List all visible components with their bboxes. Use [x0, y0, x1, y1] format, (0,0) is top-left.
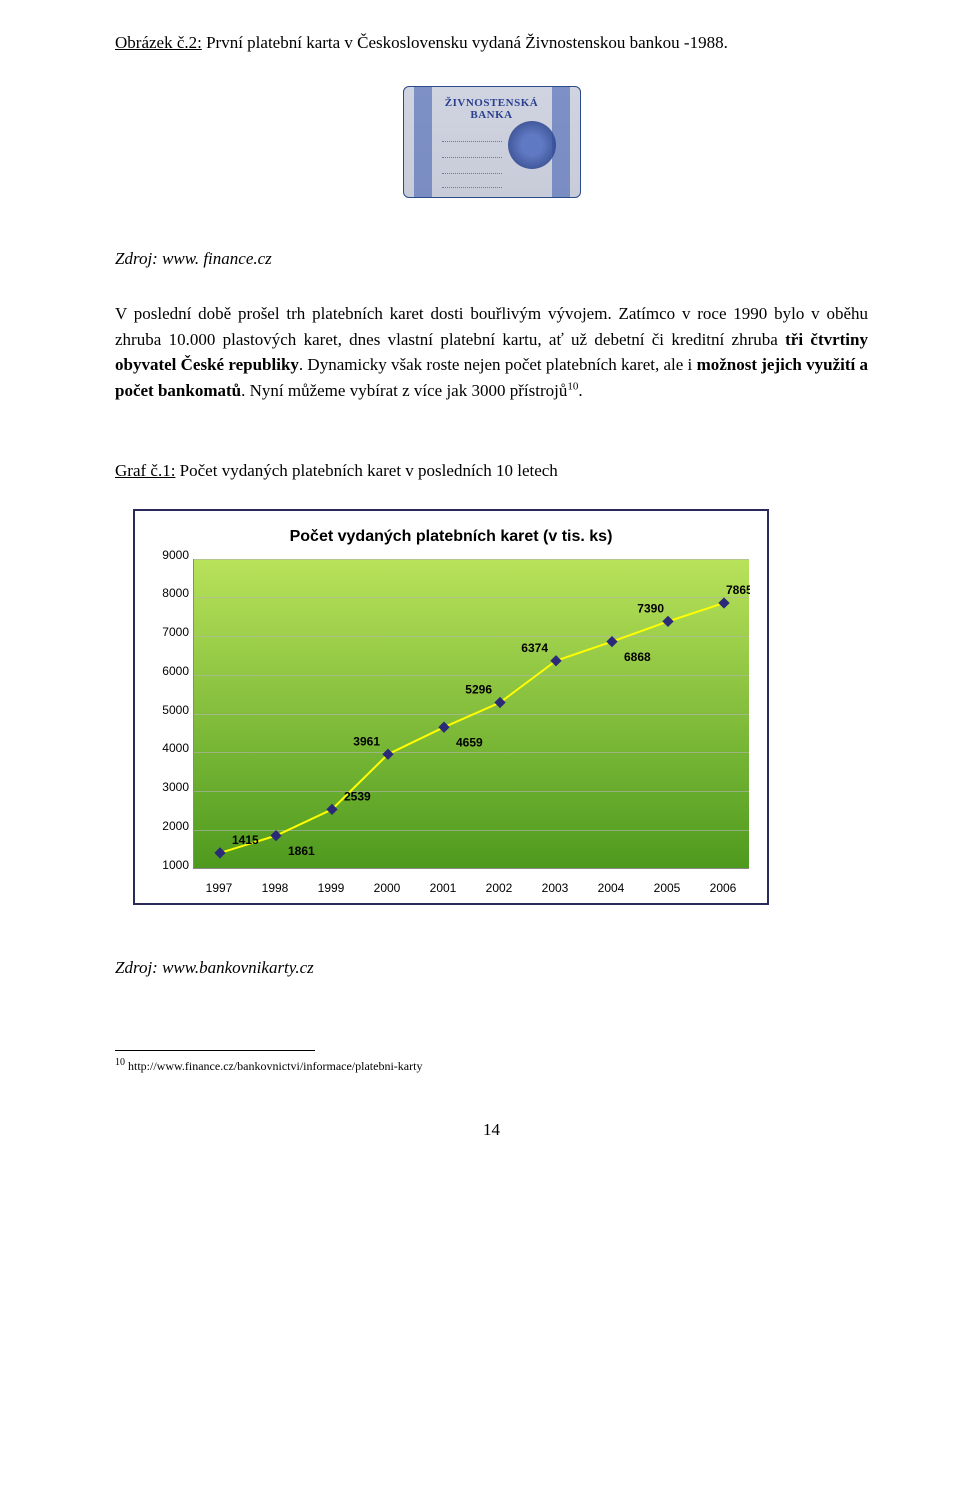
card-seal-icon	[508, 121, 556, 169]
body-text: V poslední době prošel trh platebních ka…	[115, 304, 868, 349]
footnote-10: 10 http://www.finance.cz/bankovnictvi/in…	[115, 1055, 868, 1075]
chart-y-tick-label: 6000	[162, 662, 189, 680]
payment-card: ŽIVNOSTENSKÁ BANKA	[403, 86, 581, 198]
footnote-separator	[115, 1050, 315, 1051]
chart-container: Počet vydaných platebních karet (v tis. …	[133, 509, 868, 905]
chart-y-tick-label: 9000	[162, 546, 189, 564]
figure-caption-1: Obrázek č.2: První platební karta v Česk…	[115, 30, 868, 56]
chart-x-tick-label: 2002	[486, 879, 513, 897]
card-figure: ŽIVNOSTENSKÁ BANKA	[115, 86, 868, 206]
chart-x-tick-label: 1997	[206, 879, 233, 897]
chart-x-tick-label: 1999	[318, 879, 345, 897]
chart-value-label: 6374	[521, 640, 548, 654]
chart-y-tick-label: 7000	[162, 623, 189, 641]
chart-y-axis-labels: 100020003000400050006000700080009000	[149, 555, 189, 873]
chart-box: Počet vydaných platebních karet (v tis. …	[133, 509, 769, 905]
chart-svg: 1415 1861 2539 3961 4659 5296 6374 6868 7390 7865	[194, 559, 750, 869]
chart-value-label: 3961	[353, 734, 380, 748]
chart-y-tick-label: 3000	[162, 778, 189, 796]
figure-caption-1-text: První platební karta v Československu vy…	[202, 33, 728, 52]
chart-x-tick-label: 2005	[654, 879, 681, 897]
page-number: 14	[115, 1117, 868, 1143]
card-bank-name: ŽIVNOSTENSKÁ BANKA	[438, 97, 546, 122]
chart-y-tick-label: 2000	[162, 817, 189, 835]
chart-y-tick-label: 5000	[162, 701, 189, 719]
chart-caption-label: Graf č.1:	[115, 461, 175, 480]
card-field-line	[442, 187, 502, 188]
figure-source-1: Zdroj: www. finance.cz	[115, 246, 868, 272]
card-field-line	[442, 141, 502, 142]
chart-marker	[270, 829, 281, 840]
body-text: . Nyní můžeme vybírat z více jak 3000 př…	[241, 381, 567, 400]
card-field-line	[442, 157, 502, 158]
body-paragraph: V poslední době prošel trh platebních ka…	[115, 301, 868, 403]
chart-x-tick-label: 2003	[542, 879, 569, 897]
card-bank-name-line1: ŽIVNOSTENSKÁ	[445, 97, 538, 109]
chart-value-label: 7865	[726, 583, 750, 597]
chart-caption: Graf č.1: Počet vydaných platebních kare…	[115, 458, 868, 484]
body-text: .	[578, 381, 582, 400]
chart-marker	[718, 597, 729, 608]
chart-x-tick-label: 2001	[430, 879, 457, 897]
footnote-number: 10	[115, 1057, 125, 1068]
chart-y-tick-label: 1000	[162, 856, 189, 874]
chart-marker	[606, 635, 617, 646]
chart-x-tick-label: 1998	[262, 879, 289, 897]
chart-title: Počet vydaných platebních karet (v tis. …	[135, 511, 767, 559]
chart-x-tick-label: 2000	[374, 879, 401, 897]
chart-value-label: 6868	[624, 649, 651, 663]
chart-y-tick-label: 8000	[162, 584, 189, 602]
figure-caption-1-label: Obrázek č.2:	[115, 33, 202, 52]
chart-marker	[662, 615, 673, 626]
chart-source: Zdroj: www.bankovnikarty.cz	[115, 955, 868, 981]
card-field-line	[442, 173, 502, 174]
chart-line	[220, 602, 724, 852]
body-text: . Dynamicky však roste nejen počet plate…	[299, 355, 697, 374]
chart-x-tick-label: 2004	[598, 879, 625, 897]
chart-plot-area: 1415 1861 2539 3961 4659 5296 6374 6868 7390 7865	[193, 559, 749, 869]
chart-y-tick-label: 4000	[162, 739, 189, 757]
chart-marker	[214, 847, 225, 858]
chart-value-label: 2539	[344, 789, 371, 803]
footnote-text: http://www.finance.cz/bankovnictvi/infor…	[125, 1059, 422, 1073]
chart-value-label: 5296	[465, 682, 492, 696]
footnote-ref-10: 10	[567, 380, 578, 392]
chart-caption-text: Počet vydaných platebních karet v posled…	[175, 461, 557, 480]
chart-value-label: 1861	[288, 843, 315, 857]
chart-value-label: 1415	[232, 833, 259, 847]
chart-value-label: 7390	[637, 601, 664, 615]
chart-x-axis-labels: 1997 1998 1999 2000 2001 2002 2003 2004 2005 2006	[193, 877, 749, 903]
chart-marker	[438, 721, 449, 732]
chart-x-tick-label: 2006	[710, 879, 737, 897]
card-stripe-left	[414, 87, 432, 197]
chart-value-label: 4659	[456, 735, 483, 749]
card-bank-name-line2: BANKA	[470, 109, 512, 121]
